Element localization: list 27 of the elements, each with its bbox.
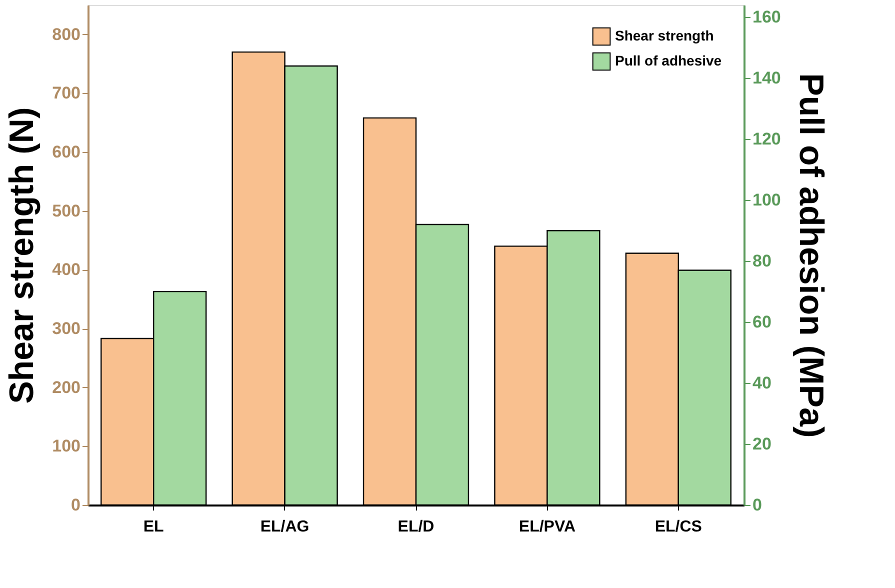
x-tick-label: EL	[143, 518, 164, 536]
y2-tick-label: 100	[752, 190, 781, 210]
y2-tick-label: 160	[752, 8, 781, 27]
y-tick-label: 100	[52, 436, 80, 456]
y-tick-label: 800	[52, 24, 80, 44]
y2-tick-label: 20	[752, 434, 772, 454]
y2-tick-label: 140	[752, 68, 781, 88]
y2-tick-label: 60	[752, 312, 772, 332]
legend-label: Shear strength	[615, 28, 714, 44]
y-tick-label: 600	[52, 142, 80, 162]
y2-tick-label: 40	[752, 374, 772, 393]
y2-tick-label: 0	[752, 496, 762, 514]
x-tick-label: EL/CS	[654, 518, 702, 536]
y2-axis-title: Pull of adhesion (MPa)	[792, 73, 830, 438]
y-tick-label: 400	[52, 260, 80, 280]
x-tick-label: EL/PVA	[518, 518, 576, 536]
x-tick-label: EL/AG	[260, 518, 310, 536]
y-axis-title: Shear strength (N)	[3, 107, 42, 404]
legend-label: Pull of adhesive	[615, 52, 722, 68]
y-tick-label: 0	[71, 496, 80, 514]
y2-tick-label: 120	[752, 130, 781, 149]
y2-tick-label: 80	[752, 252, 772, 271]
y-tick-label: 300	[52, 319, 80, 338]
y-tick-label: 700	[52, 84, 80, 103]
y-tick-label: 200	[52, 378, 80, 397]
x-tick-label: EL/D	[398, 518, 434, 536]
y-tick-label: 500	[52, 201, 80, 220]
